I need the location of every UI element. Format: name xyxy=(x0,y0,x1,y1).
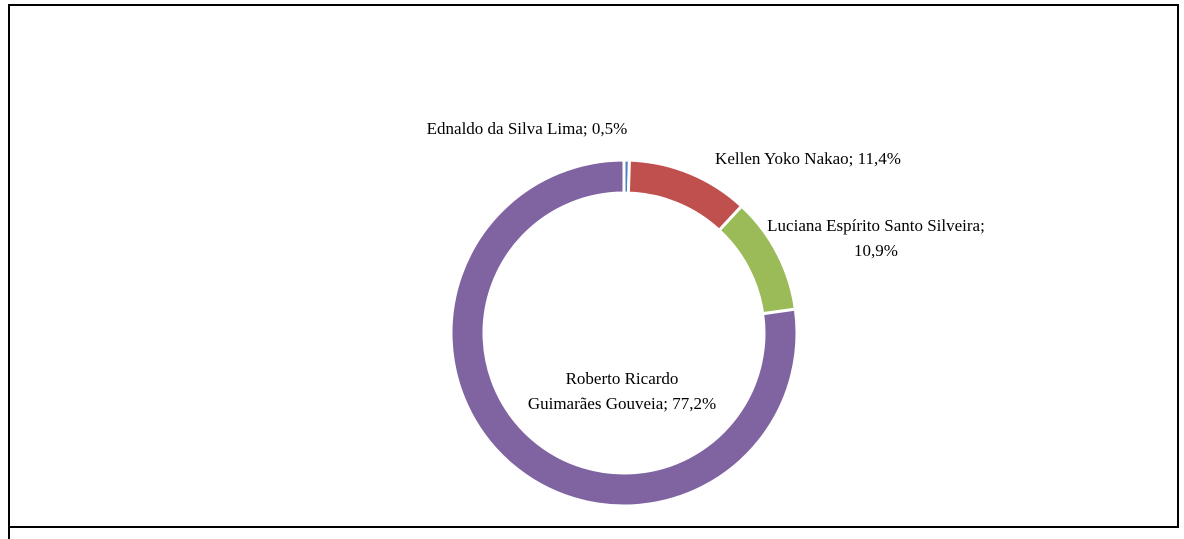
label-value: 11,4% xyxy=(857,149,901,168)
label-value: 10,9% xyxy=(854,241,898,260)
label-value: 77,2% xyxy=(672,394,717,413)
label-name: Roberto Ricardo Guimarães Gouveia; xyxy=(527,369,679,413)
label-value: 0,5% xyxy=(591,119,628,138)
data-label: Kellen Yoko Nakao; 11,4% xyxy=(708,146,908,171)
frame xyxy=(8,4,1179,539)
data-label: Ednaldo da Silva Lima; 0,5% xyxy=(407,116,647,141)
label-name: Kellen Yoko Nakao; xyxy=(715,149,854,168)
donut-slice xyxy=(449,158,799,508)
label-name: Luciana Espírito Santo Silveira; xyxy=(767,216,985,235)
data-label: Roberto Ricardo Guimarães Gouveia; 77,2% xyxy=(527,366,717,416)
label-name: Ednaldo da Silva Lima; xyxy=(426,119,588,138)
data-label: Luciana Espírito Santo Silveira; 10,9% xyxy=(761,213,991,263)
